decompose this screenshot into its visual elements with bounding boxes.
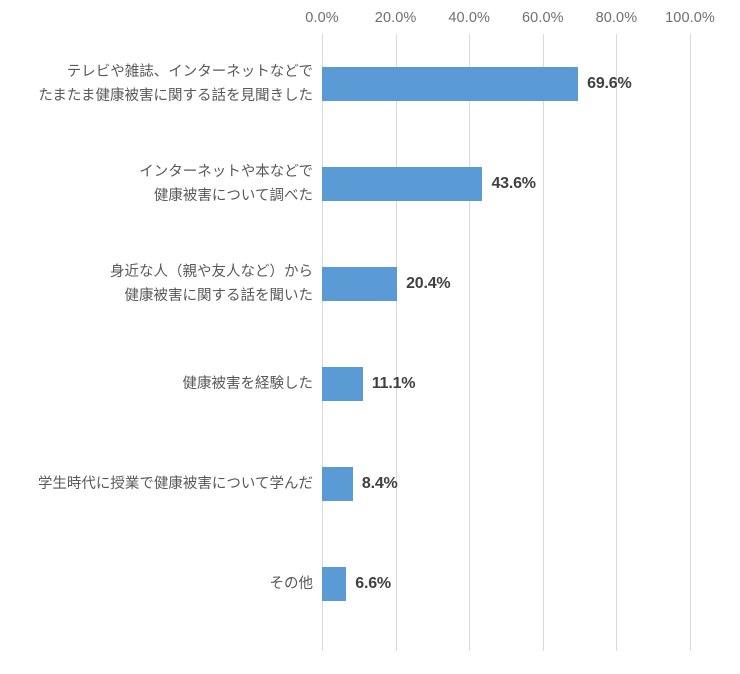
gridline [469, 34, 471, 651]
category-label-line: 身近な人（親や友人など）から [110, 264, 313, 280]
category-label: 健康被害を経験した [183, 334, 314, 434]
category-label-line: 健康被害について調べた [153, 188, 313, 204]
chart-rows: テレビや雑誌、インターネットなどでたまたま健康被害に関する話を見聞きした 69.6… [0, 34, 740, 651]
x-axis-tick-label: 60.0% [521, 10, 564, 26]
bar-group: 43.6% [322, 134, 740, 234]
bar-value-label: 43.6% [491, 175, 536, 192]
chart-row: 身近な人（親や友人など）から健康被害に関する話を聞いた 20.4% [0, 234, 740, 334]
category-label-line: たまたま健康被害に関する話を見聞きした [38, 88, 313, 104]
category-label: その他 [270, 534, 314, 634]
gridline [542, 34, 544, 651]
category-label-line: その他 [269, 576, 314, 592]
chart-row: その他 6.6% [0, 534, 740, 634]
bar-group: 20.4% [322, 234, 740, 334]
bar-group: 11.1% [322, 334, 740, 434]
x-axis-tick-label: 20.0% [374, 10, 417, 26]
gridline [322, 34, 323, 651]
bar[interactable] [322, 367, 363, 401]
chart-row: 学生時代に授業で健康被害について学んだ 8.4% [0, 434, 740, 534]
bar[interactable] [322, 267, 398, 301]
bar-group: 69.6% [322, 34, 740, 134]
x-axis-tick-labels: 0.0% 20.0% 40.0% 60.0% 80.0% 100.0% [0, 10, 740, 32]
gridline [690, 34, 691, 651]
x-axis-tick-label: 80.0% [595, 10, 638, 26]
x-axis-tick-label: 100.0% [665, 10, 715, 26]
category-label: テレビや雑誌、インターネットなどでたまたま健康被害に関する話を見聞きした [38, 34, 313, 134]
bar-value-label: 8.4% [361, 475, 398, 492]
chart-row: テレビや雑誌、インターネットなどでたまたま健康被害に関する話を見聞きした 69.6… [0, 34, 740, 134]
bar-value-label: 11.1% [371, 375, 416, 392]
bar-group: 8.4% [322, 434, 740, 534]
bar-value-label: 20.4% [406, 275, 451, 292]
category-label: インターネットや本などで健康被害について調べた [139, 134, 313, 234]
chart-row: インターネットや本などで健康被害について調べた 43.6% [0, 134, 740, 234]
plot-area [322, 34, 691, 651]
bar[interactable] [322, 167, 483, 201]
category-label: 学生時代に授業で健康被害について学んだ [38, 434, 313, 534]
bar-group: 6.6% [322, 534, 740, 634]
chart-row: 健康被害を経験した 11.1% [0, 334, 740, 434]
bar[interactable] [322, 467, 353, 501]
bar[interactable] [322, 67, 579, 101]
x-axis-tick-label: 0.0% [305, 10, 339, 26]
category-label-line: 健康被害に関する話を聞いた [124, 288, 314, 304]
category-label: 身近な人（親や友人など）から健康被害に関する話を聞いた [110, 234, 313, 334]
bar-value-label: 69.6% [587, 75, 632, 92]
bar-value-label: 6.6% [355, 575, 391, 592]
gridline [616, 34, 618, 651]
category-label-line: 学生時代に授業で健康被害について学んだ [37, 476, 313, 492]
x-axis-tick-label: 40.0% [448, 10, 490, 26]
bar[interactable] [322, 567, 347, 601]
gridline [395, 34, 397, 651]
category-label-line: 健康被害を経験した [182, 376, 314, 392]
category-label-line: インターネットや本などで [139, 164, 313, 180]
category-label-line: テレビや雑誌、インターネットなどで [66, 64, 313, 80]
